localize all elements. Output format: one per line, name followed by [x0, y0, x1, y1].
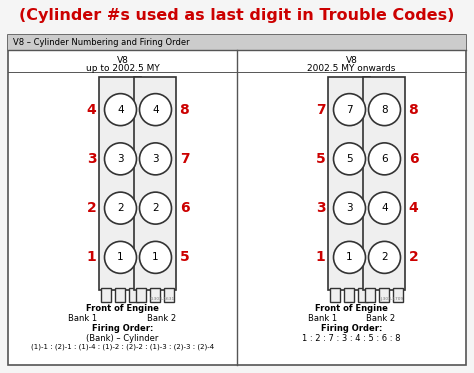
Text: D.303,1631: D.303,1631 — [149, 297, 174, 301]
Bar — [164, 288, 174, 302]
Text: 4: 4 — [381, 203, 388, 213]
Text: 8: 8 — [409, 103, 419, 117]
Bar — [116, 288, 126, 302]
Text: 3: 3 — [346, 203, 353, 213]
Text: 2: 2 — [381, 253, 388, 262]
Text: 6: 6 — [409, 152, 419, 166]
Circle shape — [368, 192, 401, 224]
Text: up to 2002.5 MY: up to 2002.5 MY — [86, 64, 159, 73]
Text: Front of Engine: Front of Engine — [315, 304, 388, 313]
Circle shape — [334, 143, 365, 175]
Text: (Cylinder #s used as last digit in Trouble Codes): (Cylinder #s used as last digit in Troub… — [19, 8, 455, 23]
Text: (Bank) – Cylinder: (Bank) – Cylinder — [86, 334, 159, 343]
Text: 4: 4 — [87, 103, 96, 117]
Text: 6: 6 — [180, 201, 189, 215]
Text: 3: 3 — [117, 154, 124, 164]
Bar — [328, 77, 371, 290]
Text: 8: 8 — [381, 104, 388, 115]
Text: (1)-1 : (2)-1 : (1)-4 : (1)-2 : (2)-2 : (1)-3 : (2)-3 : (2)-4: (1)-1 : (2)-1 : (1)-4 : (1)-2 : (2)-2 : … — [31, 344, 214, 351]
Text: 7: 7 — [346, 104, 353, 115]
Circle shape — [104, 192, 137, 224]
Text: V8 – Cylinder Numbering and Firing Order: V8 – Cylinder Numbering and Firing Order — [13, 38, 190, 47]
Text: 5: 5 — [346, 154, 353, 164]
Text: 1: 1 — [152, 253, 159, 262]
Text: Bank 1           Bank 2: Bank 1 Bank 2 — [308, 314, 395, 323]
Text: 5: 5 — [316, 152, 325, 166]
Text: 4: 4 — [117, 104, 124, 115]
Circle shape — [139, 241, 172, 273]
Circle shape — [368, 143, 401, 175]
Bar — [8, 35, 466, 50]
Bar — [129, 288, 139, 302]
Text: 2002.5 MY onwards: 2002.5 MY onwards — [307, 64, 396, 73]
Circle shape — [334, 241, 365, 273]
Text: V8: V8 — [117, 56, 128, 65]
Text: V8: V8 — [346, 56, 357, 65]
Circle shape — [104, 143, 137, 175]
Text: 2: 2 — [117, 203, 124, 213]
Text: 3: 3 — [152, 154, 159, 164]
Circle shape — [104, 241, 137, 273]
Text: 1: 1 — [117, 253, 124, 262]
Bar — [345, 288, 355, 302]
Bar — [8, 35, 466, 365]
Text: 2: 2 — [409, 250, 419, 264]
Circle shape — [104, 94, 137, 126]
Circle shape — [334, 94, 365, 126]
Text: 3: 3 — [87, 152, 96, 166]
Text: 3: 3 — [316, 201, 325, 215]
Text: 4: 4 — [409, 201, 419, 215]
Bar — [330, 288, 340, 302]
Bar — [151, 288, 161, 302]
Text: 7: 7 — [316, 103, 325, 117]
Text: 5: 5 — [180, 250, 190, 264]
Circle shape — [368, 241, 401, 273]
Text: Front of Engine: Front of Engine — [86, 304, 159, 313]
Text: 4: 4 — [152, 104, 159, 115]
Text: 7: 7 — [180, 152, 189, 166]
Text: 2: 2 — [152, 203, 159, 213]
Text: 1: 1 — [316, 250, 325, 264]
Circle shape — [139, 143, 172, 175]
Circle shape — [334, 192, 365, 224]
Circle shape — [368, 94, 401, 126]
Text: 6: 6 — [381, 154, 388, 164]
Bar — [135, 77, 176, 290]
Bar — [380, 288, 390, 302]
Text: 2: 2 — [87, 201, 96, 215]
Bar — [137, 288, 146, 302]
Bar — [358, 288, 368, 302]
Bar — [393, 288, 403, 302]
Text: 1: 1 — [346, 253, 353, 262]
Bar — [364, 77, 405, 290]
Bar — [365, 288, 375, 302]
Bar — [100, 77, 142, 290]
Text: 1: 1 — [87, 250, 96, 264]
Text: 1 : 2 : 7 : 3 : 4 : 5 : 6 : 8: 1 : 2 : 7 : 3 : 4 : 5 : 6 : 8 — [302, 334, 401, 343]
Circle shape — [139, 192, 172, 224]
Text: Firing Order:: Firing Order: — [92, 324, 153, 333]
Bar — [101, 288, 111, 302]
Text: Firing Order:: Firing Order: — [321, 324, 382, 333]
Text: J.303,1709: J.303,1709 — [380, 297, 403, 301]
Text: Bank 1                   Bank 2: Bank 1 Bank 2 — [68, 314, 176, 323]
Circle shape — [139, 94, 172, 126]
Text: 8: 8 — [180, 103, 190, 117]
